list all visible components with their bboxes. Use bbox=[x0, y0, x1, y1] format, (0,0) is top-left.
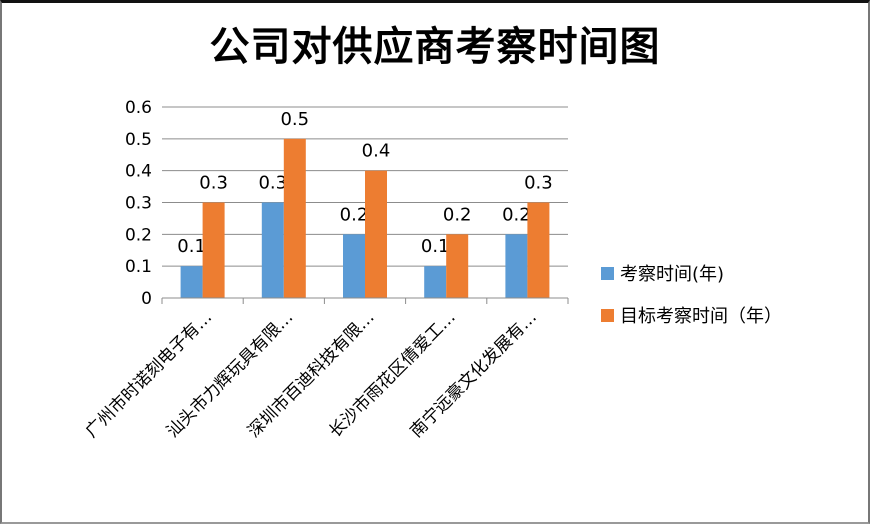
bar bbox=[424, 266, 447, 298]
data-label: 0.3 bbox=[199, 173, 228, 194]
legend-swatch-series-2 bbox=[601, 308, 614, 322]
data-label: 0.1 bbox=[177, 236, 206, 257]
legend-swatch-series-1 bbox=[601, 266, 614, 280]
legend-label-series-1: 考察时间(年) bbox=[620, 264, 725, 285]
y-tick-label: 0.1 bbox=[125, 257, 152, 277]
bar bbox=[527, 202, 550, 298]
chart-title: 公司对供应商考察时间图 bbox=[209, 24, 661, 70]
legend-item-series-1: 考察时间(年) bbox=[601, 258, 782, 288]
y-tick-label: 0.5 bbox=[125, 130, 152, 150]
y-tick-label: 0.4 bbox=[125, 162, 152, 182]
data-label: 0.2 bbox=[443, 204, 472, 225]
data-label: 0.2 bbox=[502, 204, 531, 225]
bar bbox=[343, 234, 365, 298]
bar bbox=[283, 138, 306, 298]
y-tick-label: 0.6 bbox=[125, 98, 152, 118]
bar bbox=[261, 202, 284, 298]
data-label: 0.5 bbox=[280, 109, 309, 130]
data-label: 0.4 bbox=[362, 141, 391, 162]
legend-item-series-2: 目标考察时间（年） bbox=[601, 300, 782, 330]
legend: 考察时间(年) 目标考察时间（年） bbox=[601, 258, 782, 342]
y-tick-label: 0.3 bbox=[125, 194, 152, 214]
bar bbox=[446, 234, 469, 298]
y-tick-label: 0 bbox=[141, 289, 152, 309]
bar bbox=[505, 234, 528, 298]
data-label: 0.2 bbox=[340, 204, 369, 225]
legend-label-series-2: 目标考察时间（年） bbox=[620, 306, 782, 327]
data-label: 0.3 bbox=[524, 173, 553, 194]
bar bbox=[365, 170, 387, 298]
y-tick-label: 0.2 bbox=[125, 225, 152, 245]
data-label: 0.1 bbox=[421, 236, 450, 257]
data-label: 0.3 bbox=[258, 173, 287, 194]
bar bbox=[202, 202, 225, 298]
bar bbox=[180, 266, 203, 298]
